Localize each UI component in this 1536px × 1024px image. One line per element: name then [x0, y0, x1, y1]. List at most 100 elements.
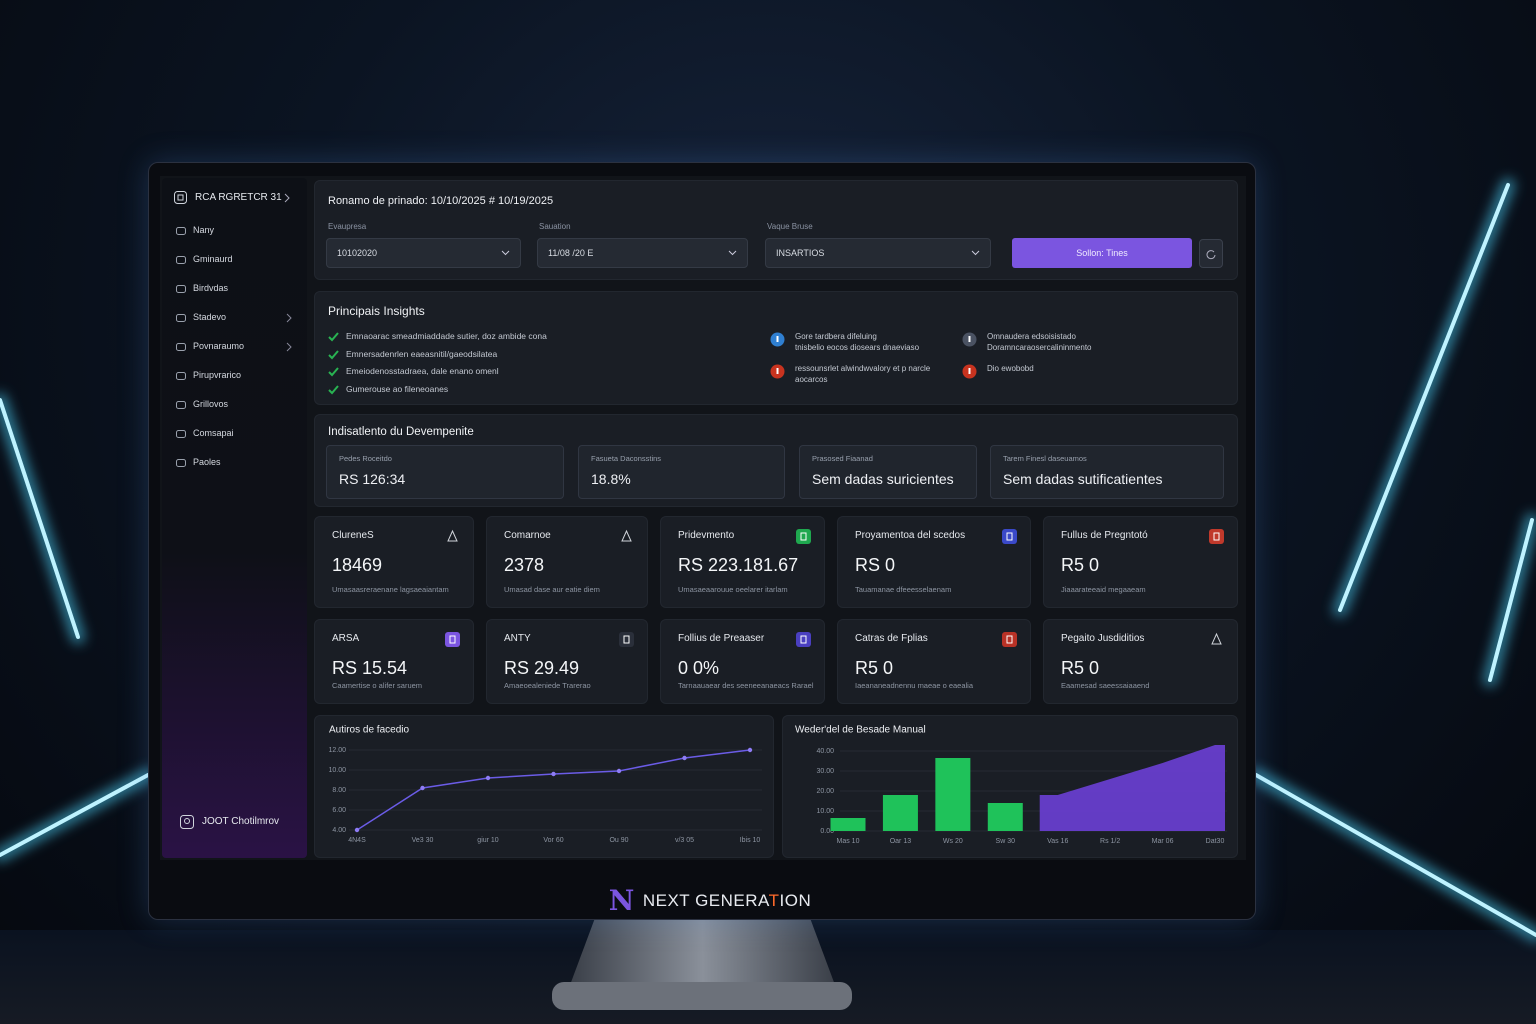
kpi-icon [1209, 529, 1224, 544]
brand-accent: T [768, 890, 780, 910]
refresh-icon [1206, 250, 1216, 260]
chevron [286, 342, 292, 352]
kpi-value: 18469 [332, 555, 383, 575]
select[interactable]: 11/08 /20 E [537, 238, 748, 268]
brand-text: NEXT GENERA [642, 890, 769, 910]
caret [501, 250, 510, 256]
note-icon [770, 364, 785, 379]
nav-icon [176, 285, 186, 293]
metric-box: Fasueta Daconsstins 18.8% [578, 445, 785, 499]
nav-item[interactable]: Nany [193, 225, 215, 235]
brand-name: NEXT GENERATION [643, 891, 811, 911]
select-value: INSARTIOS [776, 248, 825, 258]
nav-item[interactable]: Comsapai [193, 428, 234, 438]
note-text: Dio ewobobd [987, 364, 1034, 373]
kpi-icon [619, 632, 634, 647]
kpi-note: Caamertise o alifer saruem [332, 681, 423, 690]
sidebar [162, 178, 307, 858]
user-name: JOOT Chotilmrov [202, 816, 280, 827]
kpi-value: RS 0 [855, 555, 896, 575]
insight-text: Emnersadenrlen eaeasnitil/gaeodsilatea [346, 348, 498, 359]
metric-value: Sem dadas sutificatientes [1003, 471, 1163, 487]
metric-label: Fasueta Daconsstins [591, 454, 662, 463]
nav-item[interactable]: Paoles [193, 457, 221, 467]
select[interactable]: INSARTIOS [765, 238, 991, 268]
note-icon [962, 332, 977, 347]
chart-panel [314, 715, 774, 858]
kpi-title: ANTY [504, 633, 531, 644]
field-label: Evaupresa [328, 222, 367, 231]
kpi-icon [1002, 632, 1017, 647]
nav-icon [176, 314, 186, 322]
chevron [286, 313, 292, 323]
nav-icon [176, 256, 186, 264]
kpi-value: RS 223.181.67 [678, 555, 799, 575]
kpi-card: ANTY RS 29.49 Amaeoealeniede Trarerao [486, 619, 648, 704]
check-icon [328, 384, 339, 394]
metric-label: Pedes Roceitdo [339, 454, 392, 463]
refresh-button[interactable] [1199, 239, 1223, 268]
nav-icon [176, 372, 186, 380]
kpi-title: Follius de Preaaser [678, 633, 765, 644]
kpi-value: RS 15.54 [332, 658, 408, 678]
kpi-icon [621, 529, 632, 542]
chevron [284, 193, 290, 203]
kpi-title: Catras de Fplias [855, 633, 928, 644]
nav-item[interactable]: Gminaurd [193, 254, 233, 264]
kpi-note: Umasaeaarouue oeelarer itarlam [678, 585, 788, 594]
kpi-note: Tauamanae dfeeesselaenam [855, 585, 952, 594]
nav-item[interactable]: Stadevo [193, 312, 227, 322]
kpi-card: ClureneS 18469 Umasaasreraenane lagsaeaian… [314, 516, 474, 608]
neon-lights [0, 178, 1536, 942]
note-text: tnisbelio eocos diosears dnaeviaso [795, 343, 920, 352]
kpi-value: 0 0% [678, 658, 720, 678]
nav-icon [176, 343, 186, 351]
kpi-value: RS 29.49 [504, 658, 580, 678]
nav-item[interactable]: Birdvdas [193, 283, 229, 293]
nav-icon [176, 401, 186, 409]
field-label: Vaque Bruse [767, 222, 813, 231]
nav-item[interactable]: Povnaraumo [193, 341, 245, 351]
metric-value: RS 126:34 [339, 471, 406, 487]
kpi-card: Proyamentoa del scedos RS 0 Tauamanae dfee… [837, 516, 1031, 608]
insight-text: Emeiodenosstadraea, dale enano omenl [346, 366, 499, 376]
nav-icon [176, 459, 186, 467]
kpi-icon [796, 632, 811, 647]
kpi-card: Pegaito Jusdiditios R5 0 Eaamesad saeessai… [1043, 619, 1238, 704]
metric-value: 18.8% [591, 471, 631, 487]
kpi-title: Fullus de Pregntotó [1061, 530, 1148, 541]
kpi-card: Follius de Preaaser 0 0% Tarnaauaear des s… [660, 619, 825, 704]
section-title: Principais Insights [328, 304, 425, 318]
kpi-value: 2378 [504, 555, 545, 575]
kpi-card: Pridevmento RS 223.181.67 Umasaeaarouue oe… [660, 516, 825, 608]
field-label: Sauation [539, 222, 571, 231]
brand: N NEXT GENERATION [0, 884, 1420, 917]
note-text: ressounsrlet alwindwvalory et p narcle [795, 364, 931, 373]
nav-item[interactable]: Grillovos [193, 399, 229, 409]
apply-button[interactable]: Sollon: Tines [1012, 238, 1192, 268]
sidebar-heading: RCA RGRETCR 31 [195, 192, 282, 203]
note-text: aocarcos [795, 375, 828, 384]
metric-box: Tarem Finesl daseuamos Sem dadas sutifica… [990, 445, 1224, 499]
select[interactable]: 10102020 [326, 238, 521, 268]
metric-box: Prasosed Fiaanad Sem dadas suricientes [799, 445, 977, 499]
check-icon [328, 332, 339, 342]
check-icon [328, 349, 339, 359]
kpi-title: ClureneS [332, 530, 374, 541]
select-value: 11/08 /20 E [548, 248, 594, 258]
check-icon [328, 367, 339, 377]
kpi-note: Umasaasreraenane lagsaeaiantam [332, 585, 449, 594]
kpi-title: Proyamentoa del scedos [855, 530, 966, 541]
kpi-icon [447, 529, 458, 542]
kpi-value: R5 0 [1061, 555, 1100, 575]
kpi-card: Catras de Fplias R5 0 Iaeananeadnennu maea… [837, 619, 1031, 704]
select-value: 10102020 [337, 248, 378, 258]
brand-logo: N [608, 884, 635, 917]
note-icon [770, 332, 785, 347]
kpi-note: Umasad dase aur eatie diem [504, 585, 600, 594]
nav-item[interactable]: Pirupvrarico [193, 370, 242, 380]
note-text: Gore tardbera difeluing [795, 332, 877, 341]
kpi-note: Iaeananeadnennu maeae o eaealia [855, 681, 974, 690]
